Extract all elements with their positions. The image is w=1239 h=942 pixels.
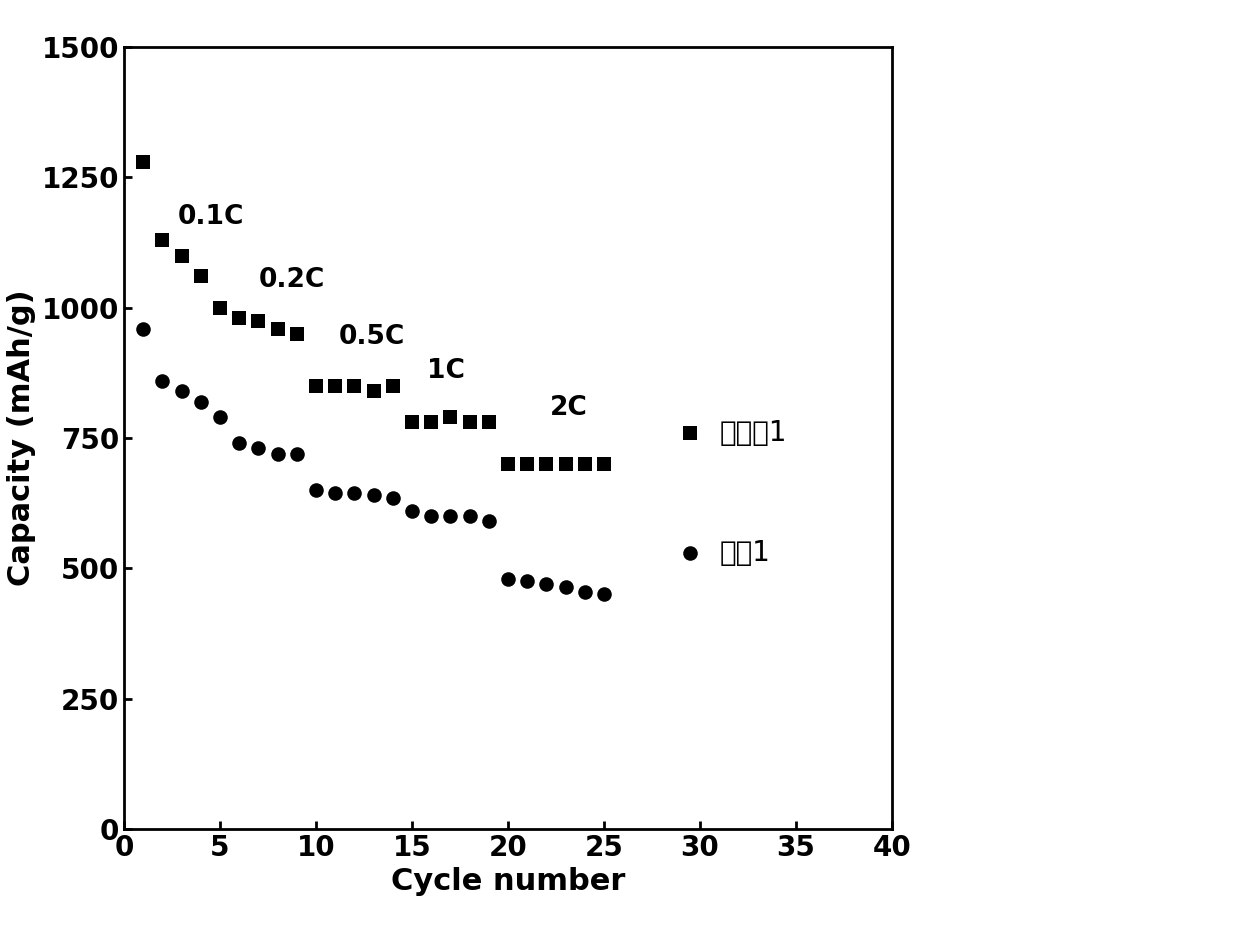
Point <box>268 321 287 336</box>
Point <box>478 514 498 529</box>
Text: 0.5C: 0.5C <box>339 324 405 350</box>
Point <box>191 394 211 409</box>
Point <box>498 457 518 472</box>
Point <box>364 383 384 398</box>
Point <box>460 509 479 524</box>
X-axis label: Cycle number: Cycle number <box>390 868 626 897</box>
Y-axis label: Capacity (mAh/g): Capacity (mAh/g) <box>7 290 36 586</box>
Text: 0.1C: 0.1C <box>177 204 244 231</box>
Point <box>209 410 230 425</box>
Point <box>152 233 172 248</box>
Point <box>191 268 211 284</box>
Point <box>421 509 441 524</box>
Point <box>248 441 268 456</box>
Text: 2C: 2C <box>550 395 589 420</box>
Point <box>401 414 421 430</box>
Point <box>248 313 268 329</box>
Text: 0.2C: 0.2C <box>258 267 325 293</box>
Point <box>517 574 536 589</box>
Point <box>421 414 441 430</box>
Point <box>286 447 307 462</box>
Point <box>229 436 249 451</box>
Point <box>344 379 364 394</box>
Point <box>401 503 421 518</box>
Point <box>498 571 518 586</box>
Point <box>364 488 384 503</box>
Point <box>171 248 192 263</box>
Point <box>325 485 344 500</box>
Point <box>680 545 700 560</box>
Point <box>344 485 364 500</box>
Point <box>555 579 575 594</box>
Point <box>286 326 307 341</box>
Point <box>595 587 615 602</box>
Point <box>478 414 498 430</box>
Point <box>383 491 403 506</box>
Point <box>555 457 575 472</box>
Point <box>595 457 615 472</box>
Point <box>517 457 536 472</box>
Point <box>152 373 172 388</box>
Point <box>229 311 249 326</box>
Point <box>440 410 460 425</box>
Text: 1C: 1C <box>427 358 465 384</box>
Point <box>306 482 326 497</box>
Point <box>171 383 192 398</box>
Point <box>306 379 326 394</box>
Point <box>536 577 556 592</box>
Point <box>383 379 403 394</box>
Point <box>268 447 287 462</box>
Point <box>575 457 595 472</box>
Point <box>133 154 154 170</box>
Point <box>325 379 344 394</box>
Point <box>133 321 154 336</box>
Point <box>440 509 460 524</box>
Point <box>209 300 230 316</box>
Text: 实施兙1: 实施兙1 <box>719 419 787 447</box>
Point <box>460 414 479 430</box>
Point <box>680 425 700 440</box>
Point <box>575 584 595 599</box>
Point <box>536 457 556 472</box>
Text: 对比1: 对比1 <box>719 539 771 567</box>
